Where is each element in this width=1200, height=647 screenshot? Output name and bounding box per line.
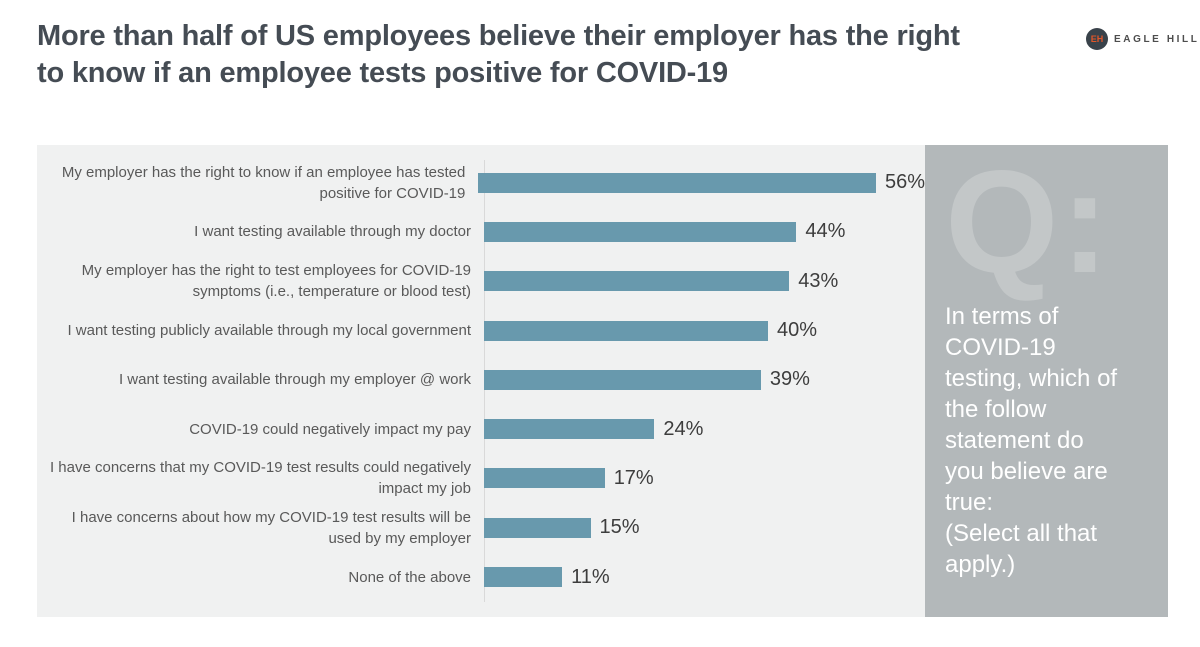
category-label: COVID-19 could negatively impact my pay <box>189 420 471 438</box>
bar <box>484 369 761 390</box>
bar-row: I have concerns about how my COVID-19 te… <box>37 503 925 552</box>
bar-row: COVID-19 could negatively impact my pay … <box>37 404 925 453</box>
category-label: I want testing available through my doct… <box>194 223 471 241</box>
value-label: 11% <box>571 565 610 588</box>
category-label: I have concerns that my COVID-19 test re… <box>49 459 471 498</box>
category-label: My employer has the right to know if an … <box>61 163 466 202</box>
category-label: I have concerns about how my COVID-19 te… <box>71 508 471 547</box>
category-label: None of the above <box>348 568 471 586</box>
bar-zone: 24% <box>484 418 925 441</box>
bar <box>484 221 797 242</box>
bar-chart: My employer has the right to know if an … <box>37 158 925 602</box>
bar-row: My employer has the right to test employ… <box>37 257 925 306</box>
bar-zone: 11% <box>484 566 925 589</box>
question-sidebar: Q: In terms of COVID-19 testing, which o… <box>925 145 1168 617</box>
q-watermark: Q: <box>945 140 1112 303</box>
eagle-hill-logo-text: EAGLE HILL <box>1114 33 1200 45</box>
bar <box>484 320 768 341</box>
bar-row: I want testing available through my empl… <box>37 355 925 404</box>
bar <box>484 567 563 588</box>
bar <box>484 419 655 440</box>
bar <box>484 271 790 292</box>
category-label: I want testing available through my empl… <box>118 371 471 389</box>
bar-zone: 56% <box>478 171 925 194</box>
value-label: 24% <box>663 417 704 440</box>
bar-zone: 40% <box>484 319 925 342</box>
bar-zone: 39% <box>484 368 925 391</box>
value-label: 39% <box>769 368 810 391</box>
value-label: 17% <box>613 466 654 489</box>
question-text: In terms of COVID-19 testing, which of t… <box>945 303 1118 578</box>
bar-zone: 43% <box>484 270 925 293</box>
value-label: 56% <box>884 171 925 194</box>
bar-row: I want testing publicly available throug… <box>37 306 925 355</box>
eagle-hill-logo: EH EAGLE HILL <box>1086 28 1199 50</box>
value-label: 43% <box>798 269 839 292</box>
category-label: I want testing publicly available throug… <box>67 322 471 340</box>
value-label: 15% <box>599 516 640 539</box>
bar-row: I want testing available through my doct… <box>37 207 925 256</box>
bar-row: None of the above 11% <box>37 552 925 601</box>
bar-zone: 15% <box>484 516 925 539</box>
value-label: 40% <box>777 319 818 342</box>
bar-zone: 44% <box>484 220 925 243</box>
bar <box>484 468 605 489</box>
eagle-hill-logo-icon: EH <box>1086 28 1108 50</box>
value-label: 44% <box>805 220 846 243</box>
bar <box>484 517 591 538</box>
bar-zone: 17% <box>484 467 925 490</box>
category-label: My employer has the right to test employ… <box>81 262 471 301</box>
chart-panel: My employer has the right to know if an … <box>37 145 925 617</box>
bar-row: I have concerns that my COVID-19 test re… <box>37 454 925 503</box>
bar <box>478 172 876 193</box>
page-title: More than half of US employees believe t… <box>37 20 960 89</box>
bar-row: My employer has the right to know if an … <box>37 158 925 207</box>
